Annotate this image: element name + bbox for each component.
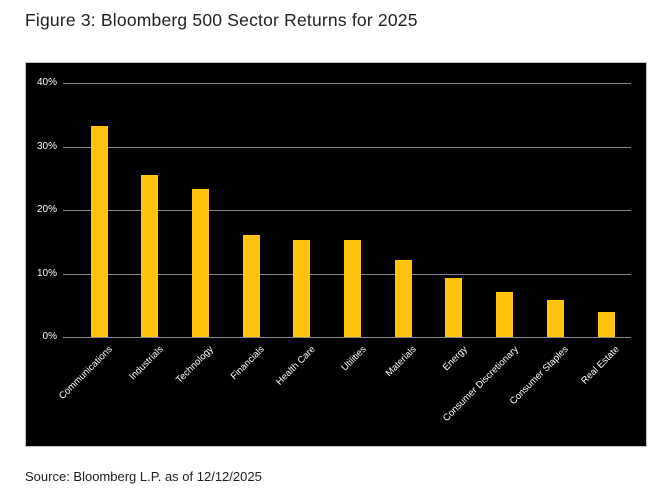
bar-chart-panel: 0% 10% 20% 30% 40% Communications Industrials T… bbox=[25, 62, 647, 447]
y-axis-tick-label: 0% bbox=[42, 331, 57, 342]
bar bbox=[496, 291, 514, 337]
gridline bbox=[63, 146, 631, 148]
bar bbox=[394, 259, 412, 337]
y-axis-tick-label: 10% bbox=[36, 267, 57, 279]
bar bbox=[597, 312, 615, 337]
bar bbox=[141, 175, 159, 337]
bar bbox=[546, 300, 564, 337]
bar bbox=[445, 277, 463, 337]
bar bbox=[242, 235, 260, 337]
figure-title: Figure 3: Bloomberg 500 Sector Returns f… bbox=[25, 10, 418, 30]
y-axis-tick-label: 20% bbox=[36, 204, 57, 215]
gridline bbox=[63, 210, 631, 211]
y-axis-tick-label: 40% bbox=[36, 77, 57, 88]
bar bbox=[90, 126, 108, 337]
gridline bbox=[63, 337, 631, 338]
bar bbox=[344, 240, 361, 337]
source-note: Source: Bloomberg L.P. as of 12/12/2025 bbox=[25, 469, 262, 484]
gridline bbox=[63, 83, 631, 84]
bar bbox=[191, 189, 209, 337]
y-axis-tick-label: 30% bbox=[36, 140, 57, 152]
bar bbox=[293, 240, 311, 337]
